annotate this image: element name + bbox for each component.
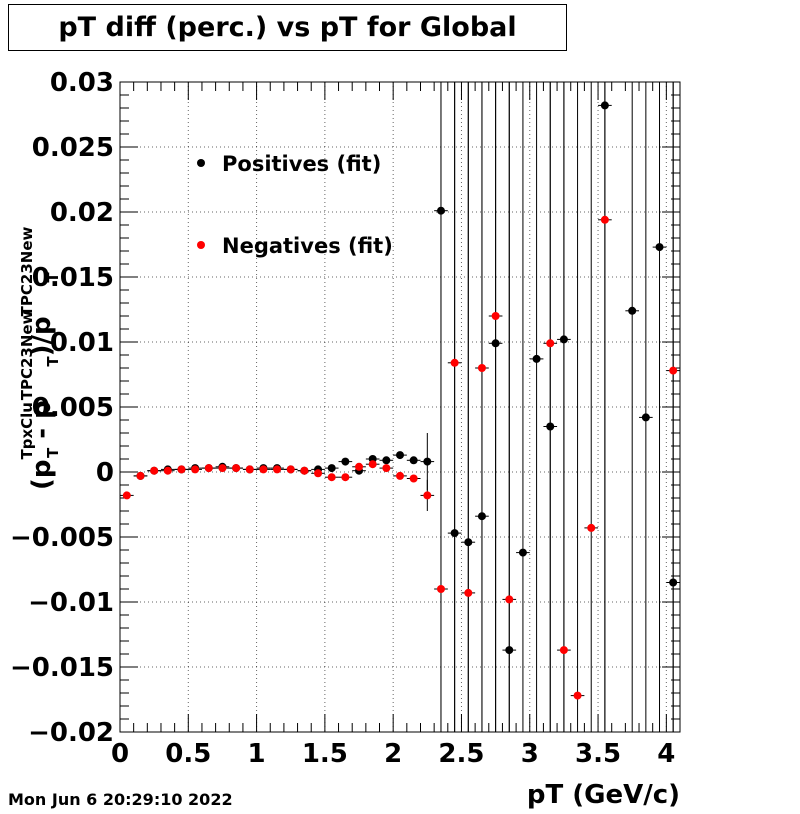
negatives-point — [491, 312, 500, 320]
positives-point — [382, 456, 391, 465]
positives-point — [628, 306, 637, 315]
x-tick-label: 3 — [521, 739, 539, 769]
y-tick-label: −0.015 — [10, 653, 114, 683]
y-tick-label: 0.005 — [32, 393, 114, 423]
negatives-point — [436, 585, 445, 593]
x-tick-label: 1 — [248, 739, 266, 769]
negatives-point — [327, 473, 336, 482]
negatives-point — [368, 460, 377, 469]
positives-point — [327, 464, 336, 473]
legend-marker — [197, 159, 205, 167]
negatives-point — [600, 215, 609, 224]
negatives-point — [314, 469, 323, 478]
positives-point — [409, 456, 418, 465]
negatives-point — [587, 523, 596, 532]
x-tick-label: 2 — [384, 739, 402, 769]
y-axis-label-part: (p — [27, 460, 57, 491]
y-tick-label: −0.02 — [28, 718, 114, 748]
negatives-point — [177, 465, 186, 474]
negatives-point — [136, 471, 145, 480]
x-tick-label: 4 — [657, 739, 675, 769]
chart-title: pT diff (perc.) vs pT for Global — [8, 4, 567, 51]
x-tick-label: 3.5 — [575, 739, 621, 769]
negatives-point — [382, 464, 391, 473]
negatives-point — [546, 339, 555, 348]
y-tick-label: −0.005 — [10, 523, 114, 553]
y-tick-label: 0.01 — [50, 328, 114, 358]
y-tick-label: 0.025 — [32, 133, 114, 163]
negatives-point — [191, 465, 200, 474]
y-axis-label-part: T — [44, 272, 62, 283]
negatives-point — [559, 646, 568, 655]
y-tick-label: 0.02 — [50, 198, 114, 228]
y-axis-label: (pTpxClu T - pTPC23New T)/pTPC23New T — [18, 226, 62, 490]
negatives-point — [505, 595, 514, 604]
positives-point — [655, 243, 664, 252]
y-axis-label-part: - p — [27, 400, 57, 448]
positives-point — [423, 457, 432, 466]
negatives-point — [669, 366, 678, 375]
x-tick-label: 0 — [111, 739, 129, 769]
legend-label: Negatives (fit) — [222, 234, 393, 258]
negatives-point — [477, 364, 486, 372]
y-axis-label-part: T — [44, 356, 62, 367]
negatives-point — [409, 474, 418, 483]
y-tick-label: 0 — [96, 458, 114, 488]
negatives-point — [259, 465, 268, 474]
negatives-point — [300, 466, 309, 475]
x-tick-label: 2.5 — [438, 739, 484, 769]
y-tick-label: 0.015 — [32, 263, 114, 293]
x-tick-label: 0.5 — [165, 739, 211, 769]
y-axis-label-part: TPC23New — [18, 226, 36, 316]
negatives-point — [150, 466, 159, 475]
negatives-point — [204, 464, 213, 473]
negatives-point — [573, 691, 582, 700]
positives-point — [396, 451, 404, 460]
positives-point — [641, 413, 650, 422]
negatives-point — [396, 471, 404, 480]
y-axis-label-part: )/p — [27, 316, 57, 356]
negatives-point — [464, 588, 473, 597]
negatives-point — [423, 491, 432, 500]
y-tick-label: 0.03 — [50, 68, 114, 98]
negatives-point — [232, 464, 241, 473]
legend-label: Positives (fit) — [222, 152, 381, 176]
negatives-point — [273, 465, 282, 474]
negatives-point — [355, 462, 364, 471]
positives-point — [518, 548, 527, 557]
y-axis-label-part: T — [44, 447, 62, 458]
x-tick-label: 1.5 — [302, 739, 348, 769]
legend-marker — [197, 241, 205, 249]
y-axis-label-part: TPC23New — [18, 310, 36, 400]
timestamp: Mon Jun 6 20:29:10 2022 — [8, 790, 233, 809]
positives-point — [341, 457, 350, 466]
negatives-point — [245, 465, 254, 474]
x-axis-label: pT (GeV/c) — [526, 780, 680, 810]
negatives-point — [218, 464, 227, 473]
negatives-point — [163, 466, 172, 475]
negatives-point — [341, 473, 350, 482]
negatives-point — [450, 358, 459, 367]
y-axis-label-part: TpxClu — [18, 402, 36, 459]
y-axis-label-text: (pTpxClu T - pTPC23New T)/pTPC23New T — [18, 226, 62, 490]
y-tick-label: −0.01 — [28, 588, 114, 618]
negatives-point — [122, 491, 131, 500]
negatives-point — [286, 465, 295, 474]
positives-point — [532, 354, 541, 363]
